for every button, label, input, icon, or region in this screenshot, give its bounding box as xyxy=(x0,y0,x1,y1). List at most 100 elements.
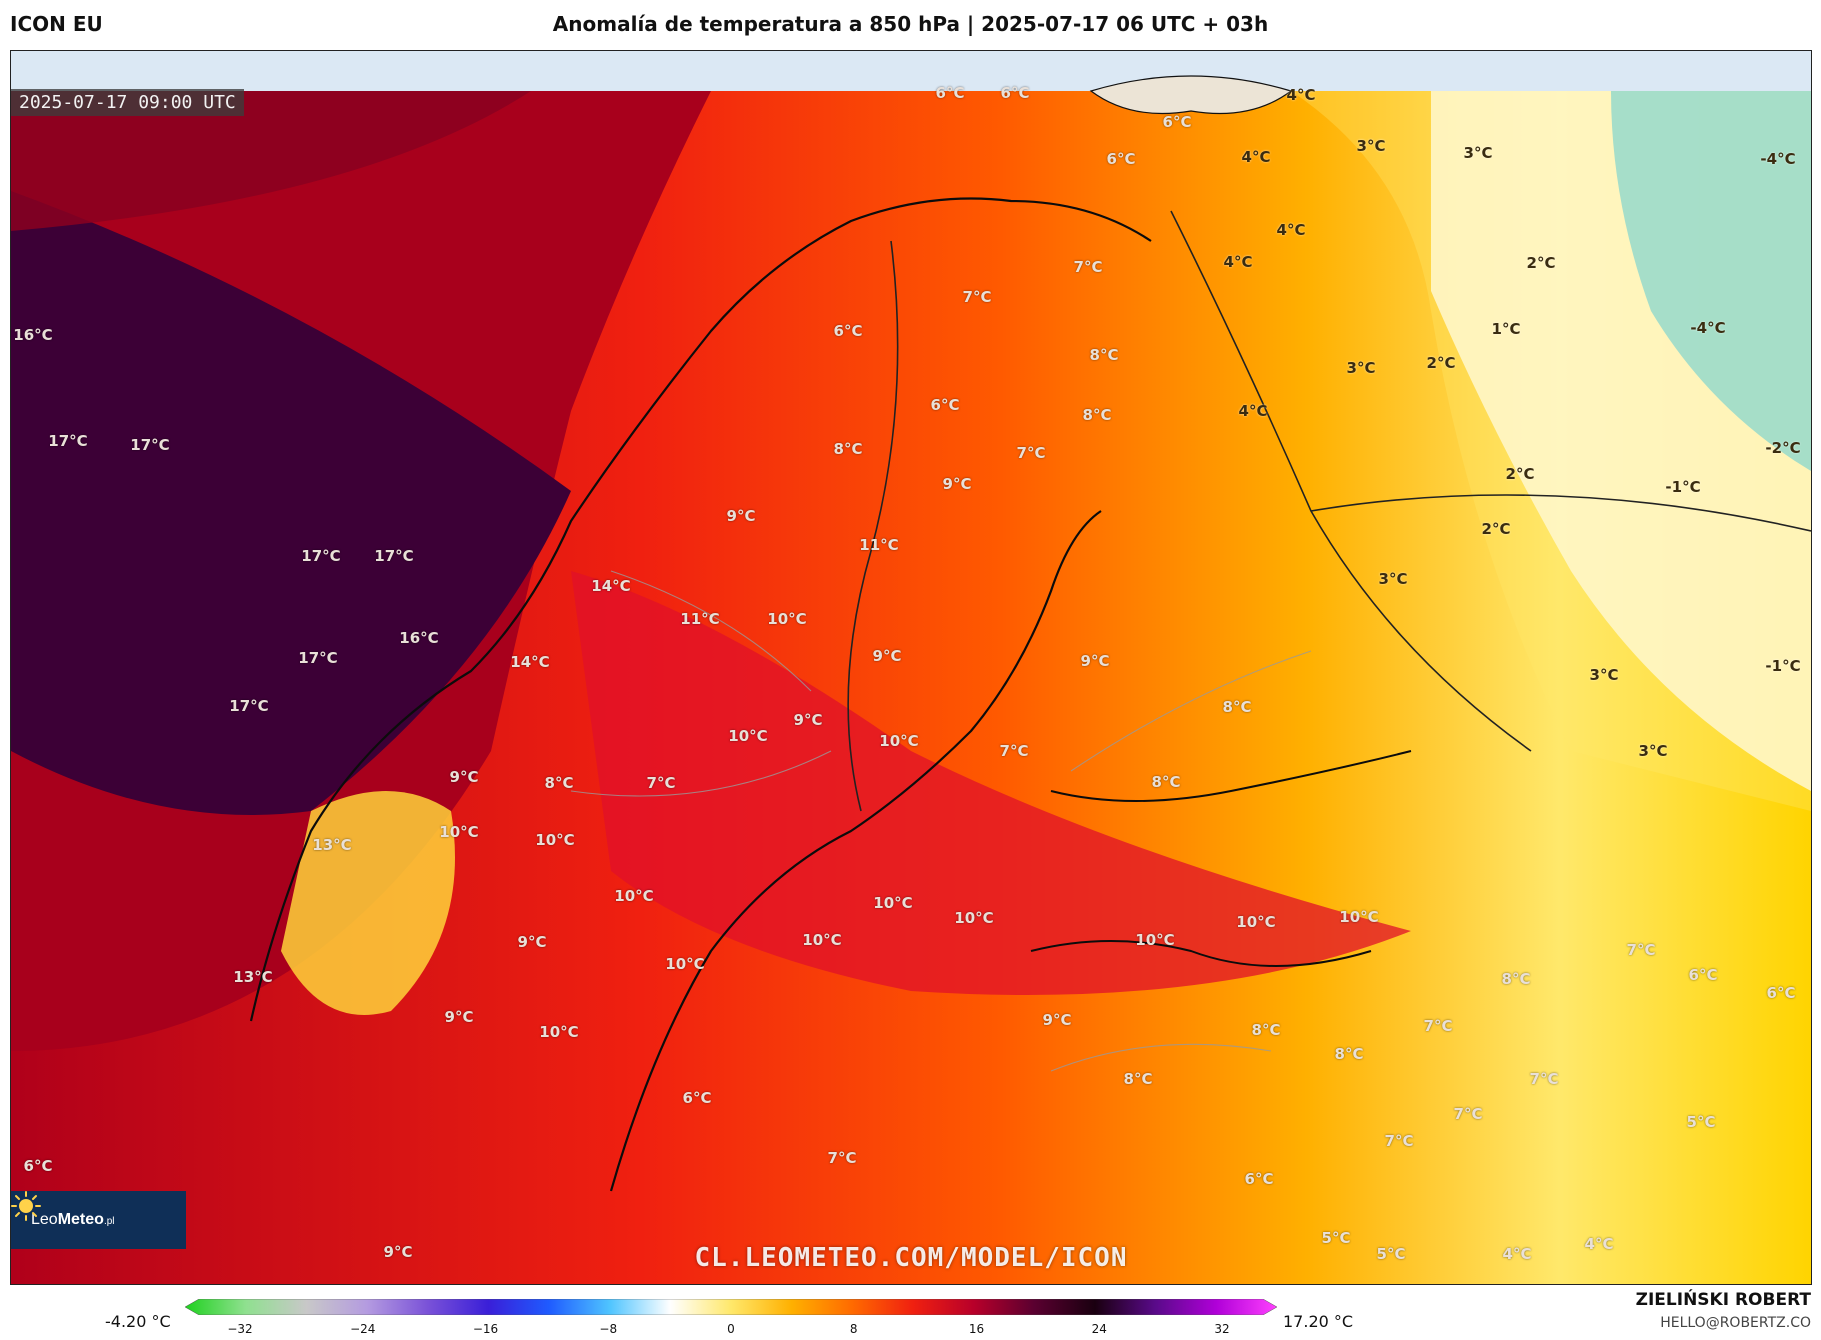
temp-label: 10°C xyxy=(873,894,913,912)
temp-label: -1°C xyxy=(1665,478,1701,496)
temp-label: 9°C xyxy=(726,507,756,525)
colorbar-tick-label: −32 xyxy=(227,1322,253,1336)
chart-title: Anomalía de temperatura a 850 hPa | 2025… xyxy=(552,12,1269,36)
national-borders xyxy=(847,210,1811,812)
temp-label: 2°C xyxy=(1426,354,1456,372)
temp-label: 7°C xyxy=(1529,1070,1559,1088)
temp-label: 6°C xyxy=(1766,984,1796,1002)
anomaly-zone-north-atlantic xyxy=(11,91,531,231)
temp-label: 8°C xyxy=(1334,1045,1364,1063)
temp-label: 6°C xyxy=(930,396,960,414)
temp-label: 6°C xyxy=(1688,966,1718,984)
temp-label: 10°C xyxy=(728,727,768,745)
temp-label: 14°C xyxy=(591,577,631,595)
temp-label: 17°C xyxy=(130,436,170,454)
temp-label: 6°C xyxy=(23,1157,53,1175)
kola-land xyxy=(1089,75,1293,115)
temp-label: 3°C xyxy=(1356,137,1386,155)
temp-label: 8°C xyxy=(1082,406,1112,424)
temp-label: -1°C xyxy=(1765,657,1801,675)
temp-label: 8°C xyxy=(1089,346,1119,364)
colorbar-tick-label: 8 xyxy=(849,1322,858,1336)
temp-label: 16°C xyxy=(13,326,53,344)
anomaly-zone-baltic xyxy=(571,571,1411,995)
temp-label: 7°C xyxy=(1453,1105,1483,1123)
temp-label: 7°C xyxy=(1423,1017,1453,1035)
temp-label: 3°C xyxy=(1378,570,1408,588)
temp-label: 8°C xyxy=(1222,698,1252,716)
temp-label: 17°C xyxy=(229,697,269,715)
temp-label: 4°C xyxy=(1276,221,1306,239)
temp-label: 9°C xyxy=(1042,1011,1072,1029)
legend-min-value: -4.20 °C xyxy=(105,1312,171,1331)
temp-label: 3°C xyxy=(1463,144,1493,162)
temp-label: 10°C xyxy=(802,931,842,949)
temp-label: 6°C xyxy=(1000,84,1030,102)
temp-label: 2°C xyxy=(1526,254,1556,272)
valid-time-badge: 2025-07-17 09:00 UTC xyxy=(11,89,244,116)
leometeo-logo[interactable]: LeoMeteo.pl xyxy=(11,1191,186,1249)
temp-label: 5°C xyxy=(1376,1245,1406,1263)
temp-label: 4°C xyxy=(1223,253,1253,271)
logo-text: LeoMeteo.pl xyxy=(31,1211,115,1228)
temp-label: 2°C xyxy=(1505,465,1535,483)
temp-label: 7°C xyxy=(1626,941,1656,959)
colorbar xyxy=(185,1299,1277,1315)
temp-label: 14°C xyxy=(510,653,550,671)
temp-label: 8°C xyxy=(1501,970,1531,988)
temp-label: 10°C xyxy=(665,955,705,973)
temp-label: -2°C xyxy=(1765,439,1801,457)
temp-label: 1°C xyxy=(1491,320,1521,338)
temp-label: 9°C xyxy=(872,647,902,665)
temp-label: 17°C xyxy=(374,547,414,565)
temp-label: 7°C xyxy=(1384,1132,1414,1150)
temp-label: 9°C xyxy=(793,711,823,729)
temp-label: 6°C xyxy=(1244,1170,1274,1188)
temp-label: 17°C xyxy=(298,649,338,667)
colorbar-tick-label: 24 xyxy=(1091,1322,1107,1336)
regional-borders xyxy=(570,570,1312,1072)
temp-label: 17°C xyxy=(48,432,88,450)
temp-label: 2°C xyxy=(1481,520,1511,538)
scandinavian-coastline xyxy=(249,197,1152,1022)
temp-label: -4°C xyxy=(1690,319,1726,337)
temp-label: 3°C xyxy=(1346,359,1376,377)
anomaly-zone-max xyxy=(11,191,571,815)
temp-label: 3°C xyxy=(1589,666,1619,684)
anomaly-zone-southern-norway xyxy=(281,791,455,1015)
temp-label: 13°C xyxy=(233,968,273,986)
temp-label: 6°C xyxy=(1162,113,1192,131)
temp-label: 10°C xyxy=(879,732,919,750)
temp-label: 13°C xyxy=(312,836,352,854)
temp-label: 8°C xyxy=(1123,1070,1153,1088)
temp-label: 7°C xyxy=(646,774,676,792)
temp-label: 10°C xyxy=(767,610,807,628)
temp-label: 10°C xyxy=(439,823,479,841)
temp-label: 11°C xyxy=(680,610,720,628)
temp-label: 6°C xyxy=(682,1089,712,1107)
temp-label: 6°C xyxy=(935,84,965,102)
temp-label: 10°C xyxy=(535,831,575,849)
author-email[interactable]: HELLO@ROBERTZ.CO xyxy=(1660,1315,1811,1331)
temp-label: 7°C xyxy=(999,742,1029,760)
temp-label: 7°C xyxy=(1016,444,1046,462)
author-name: ZIELIŃSKI ROBERT xyxy=(1635,1290,1811,1310)
temp-label: 4°C xyxy=(1584,1235,1614,1253)
model-url-watermark: CL.LEOMETEO.COM/MODEL/ICON xyxy=(694,1243,1128,1273)
colorbar-tick-label: −8 xyxy=(599,1322,618,1336)
temp-label: 10°C xyxy=(539,1023,579,1041)
temp-label: 3°C xyxy=(1638,742,1668,760)
temp-label: 8°C xyxy=(1151,773,1181,791)
temp-label: 7°C xyxy=(827,1149,857,1167)
temp-label: 7°C xyxy=(962,288,992,306)
baltic-coastline xyxy=(609,510,1102,1192)
map-top-band xyxy=(11,51,1811,91)
sun-icon xyxy=(11,1191,41,1221)
temp-label: 10°C xyxy=(614,887,654,905)
temperature-anomaly-map: 2025-07-17 09:00 UTC 16°C 17°C 17°C 17°C… xyxy=(10,50,1812,1285)
temp-label: 4°C xyxy=(1502,1245,1532,1263)
temp-label: 9°C xyxy=(449,768,479,786)
anomaly-zone-negative xyxy=(1611,91,1811,471)
temp-label: 11°C xyxy=(859,536,899,554)
temp-label: 7°C xyxy=(1073,258,1103,276)
